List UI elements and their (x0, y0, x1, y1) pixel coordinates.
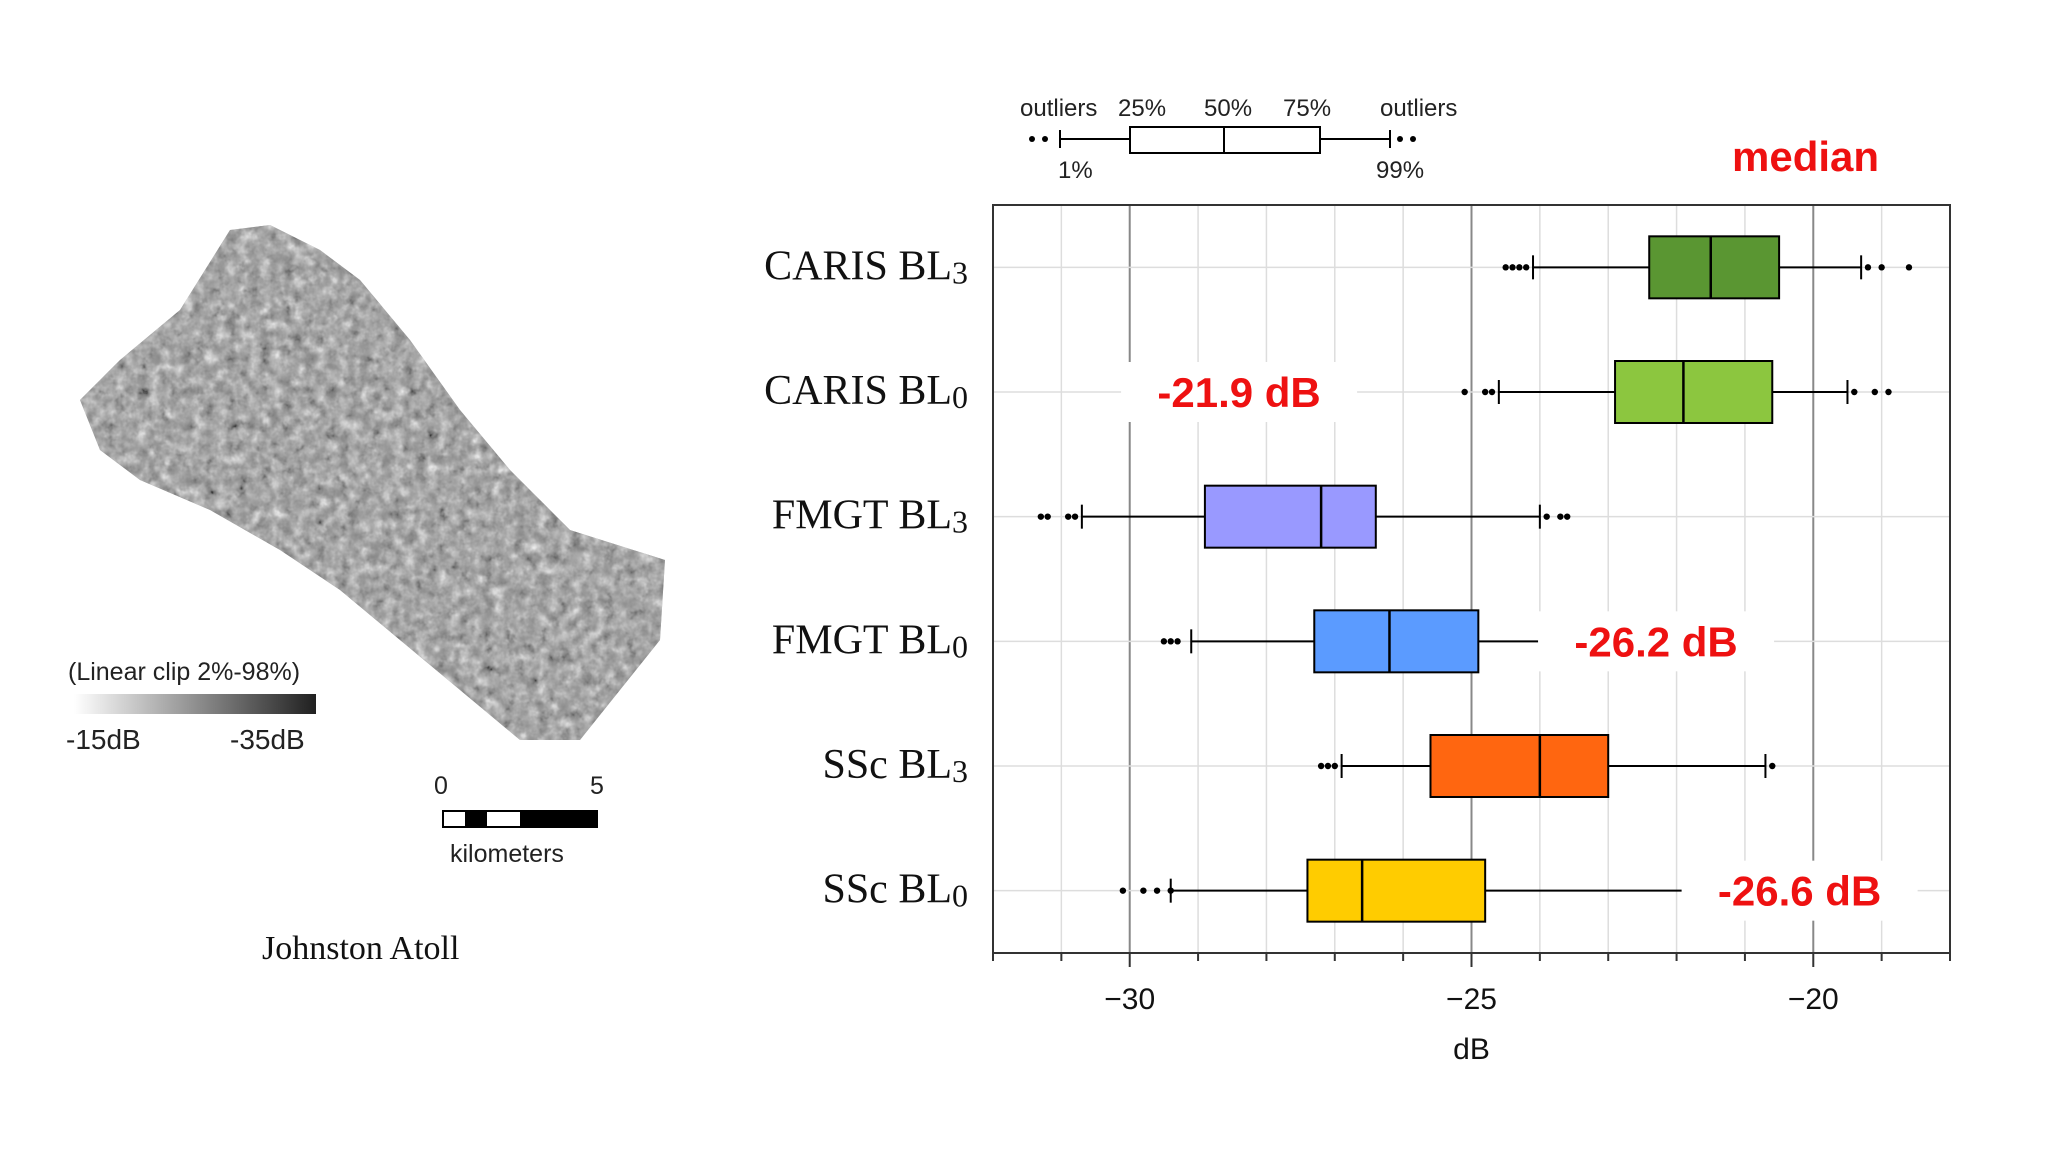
annotation-bg (1538, 611, 1775, 672)
row-label: CARIS BL3 (764, 243, 968, 290)
scale-zero-label: 0 (434, 772, 448, 800)
x-axis: −30 −25 −20 dB (992, 953, 1951, 1066)
key-outliers-left: outliers (1020, 95, 1097, 122)
row-label-main: CARIS BL (764, 243, 952, 289)
outlier-point (1064, 513, 1072, 520)
row-label-main: CARIS BL (764, 368, 952, 414)
scale-unit-label: kilometers (450, 840, 564, 868)
outlier-point (1481, 388, 1489, 396)
outlier-point (1461, 388, 1468, 396)
outlier-point (1317, 762, 1325, 770)
median-annotation: -26.2 dB (1574, 618, 1737, 665)
key-outlier-dot (1397, 136, 1403, 142)
annotation-bg (1121, 362, 1358, 422)
median-annotation: -21.9 dB (1157, 369, 1320, 416)
outlier-point (1044, 513, 1051, 520)
box-series (1119, 858, 1712, 923)
row-label-subscript: 0 (952, 628, 968, 664)
box-series (1160, 609, 1667, 674)
outlier-point (1502, 264, 1509, 271)
row-label: FMGT BL3 (772, 493, 968, 540)
row-label-subscript: 3 (952, 753, 968, 789)
outlier-point (1522, 264, 1530, 271)
outlier-point (1885, 388, 1892, 396)
row-label: CARIS BL0 (764, 368, 968, 415)
row-label-main: FMGT BL (772, 493, 952, 539)
outlier-point (1153, 887, 1161, 894)
legend-max-label: -35dB (230, 724, 305, 755)
outlier-point (1174, 638, 1181, 645)
row-label-main: SSc BL (822, 867, 952, 913)
iqr-box (1429, 734, 1610, 798)
outlier-point (1160, 638, 1168, 645)
outlier-point (1167, 887, 1174, 894)
outlier-point (1871, 388, 1879, 396)
row-label-main: SSc BL (822, 742, 952, 788)
backscatter-mosaic (80, 225, 665, 740)
row-label-subscript: 3 (952, 504, 968, 540)
key-outlier-dot (1029, 136, 1035, 142)
outlier-point (1905, 264, 1913, 271)
annotation-bg (1681, 860, 1918, 921)
x-axis-label: dB (1453, 1033, 1490, 1066)
x-tick-label: −30 (1104, 983, 1155, 1016)
site-name: Johnston Atoll (262, 930, 460, 967)
key-outlier-dot (1410, 136, 1416, 142)
scale-bar (442, 810, 598, 828)
outlier-point (1564, 513, 1571, 520)
x-tick-label: −25 (1446, 983, 1497, 1016)
outlier-point (1516, 264, 1523, 271)
key-q75: 75% (1283, 95, 1331, 122)
row-label: FMGT BL0 (772, 617, 968, 664)
outlier-point (1037, 513, 1045, 520)
outlier-point (1140, 887, 1147, 894)
outlier-point (1864, 264, 1872, 271)
key-q50: 50% (1204, 95, 1252, 122)
outlier-point (1557, 513, 1564, 520)
key-q25: 25% (1118, 95, 1166, 122)
key-outlier-dot (1042, 136, 1048, 142)
outlier-point (1543, 513, 1550, 520)
iqr-box (1614, 360, 1774, 424)
box-series (1037, 484, 1571, 549)
iqr-box (1313, 609, 1480, 674)
legend-title: (Linear clip 2%-98%) (68, 658, 301, 686)
key-p1: 1% (1058, 157, 1093, 184)
key-outliers-right: outliers (1380, 95, 1457, 122)
median-annotations: -21.9 dB -26.2 dB -26.6 dB (1121, 362, 1918, 921)
median-legend-title: median (1732, 133, 1879, 180)
outlier-point (1331, 762, 1338, 770)
outlier-point (1769, 762, 1776, 770)
row-label-subscript: 0 (952, 878, 968, 914)
iqr-box (1648, 235, 1781, 300)
row-label: SSc BL3 (822, 742, 968, 789)
median-annotation: -26.6 dB (1718, 868, 1881, 915)
box-series (1461, 360, 1892, 424)
row-label-subscript: 0 (952, 379, 968, 415)
outlier-point (1167, 638, 1174, 645)
backscatter-colorbar (74, 694, 316, 714)
key-p99: 99% (1376, 157, 1424, 184)
outlier-point (1488, 388, 1496, 396)
row-label-subscript: 3 (952, 254, 968, 290)
iqr-box (1203, 484, 1377, 549)
outlier-point (1071, 513, 1079, 520)
x-tick-label: −20 (1788, 983, 1839, 1016)
scale-five-label: 5 (590, 772, 604, 800)
legend-min-label: -15dB (66, 724, 141, 755)
boxplot-key: outliers 25% 50% 75% outliers 1% 99% (1020, 95, 1457, 184)
iqr-box (1306, 858, 1487, 923)
outlier-point (1509, 264, 1516, 271)
box-series (1502, 235, 1913, 300)
plot-grid (992, 205, 1951, 953)
row-label-main: FMGT BL (772, 617, 952, 663)
outlier-point (1851, 388, 1858, 396)
outlier-point (1878, 264, 1885, 271)
row-label: SSc BL0 (822, 867, 968, 914)
box-series (1317, 734, 1776, 798)
outlier-point (1324, 762, 1332, 770)
outlier-point (1119, 887, 1127, 894)
